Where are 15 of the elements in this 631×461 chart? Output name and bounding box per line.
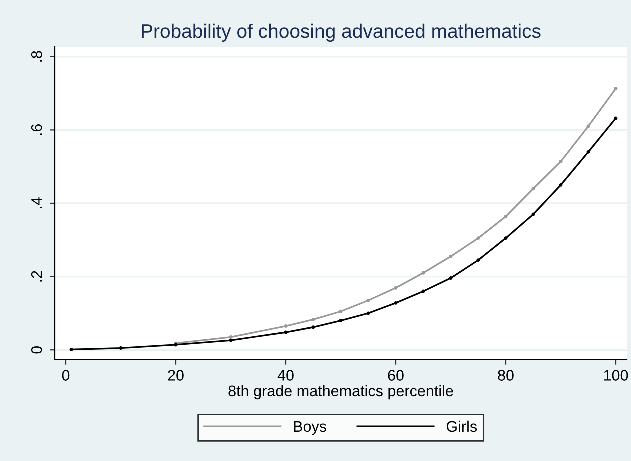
x-tick-label: 20 — [168, 370, 184, 381]
legend-label: Boys — [294, 421, 326, 436]
y-tick-label: .6 — [31, 124, 42, 136]
x-tick-label: 0 — [62, 370, 70, 381]
x-tick-label: 60 — [388, 370, 404, 381]
x-tick-label: 80 — [498, 370, 514, 381]
y-tick-label: .2 — [31, 271, 42, 282]
y-tick-label: 0 — [31, 346, 42, 354]
y-tick-label: .8 — [31, 51, 42, 62]
x-tick-label: 100 — [604, 370, 628, 381]
legend-label: Girls — [446, 420, 478, 432]
y-tick-label: .4 — [32, 198, 42, 208]
chart-title: Probability of choosing advanced mathematics — [142, 24, 541, 42]
x-axis-title: 8th grade mathematics percentile — [228, 385, 454, 400]
x-tick-label: 40 — [278, 370, 294, 381]
